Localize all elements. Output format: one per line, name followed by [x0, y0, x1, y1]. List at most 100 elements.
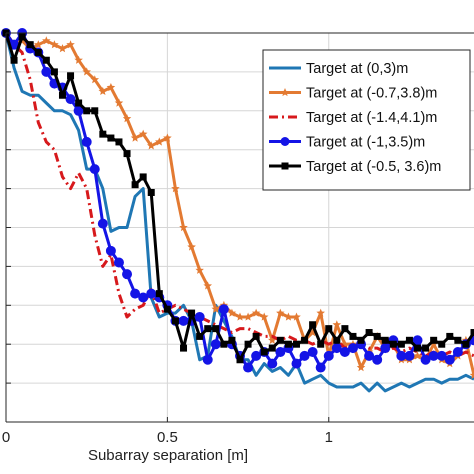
data-point — [316, 308, 325, 317]
data-point — [470, 329, 474, 337]
x-axis-label: Subarray separation [m] — [88, 447, 248, 464]
data-point — [275, 346, 286, 357]
data-point — [67, 72, 75, 80]
data-point — [196, 332, 204, 340]
data-point — [276, 336, 284, 344]
data-point — [212, 325, 220, 333]
data-point — [243, 312, 253, 321]
data-point — [325, 325, 333, 333]
data-point — [227, 308, 237, 317]
data-point — [236, 356, 244, 364]
data-point — [308, 328, 317, 337]
data-point — [130, 288, 141, 299]
data-point — [422, 344, 430, 352]
data-point — [26, 41, 34, 49]
data-point — [139, 173, 147, 181]
x-tick-label: 1 — [325, 429, 333, 446]
legend-entry-1: Target at (0,3)m — [269, 61, 408, 77]
data-point — [123, 150, 131, 158]
data-point — [155, 290, 163, 298]
data-point — [163, 305, 171, 313]
plot-frame — [5, 32, 474, 423]
data-point — [284, 340, 292, 348]
data-point — [357, 336, 365, 344]
data-point — [243, 362, 254, 373]
data-point — [356, 363, 366, 372]
data-point — [430, 336, 438, 344]
data-point — [381, 336, 389, 344]
legend-label: Target at (-0.7,3.8)m — [306, 86, 437, 102]
data-point — [469, 370, 474, 379]
data-point — [251, 308, 261, 317]
data-point — [301, 336, 309, 344]
data-point — [180, 344, 188, 352]
data-point — [252, 332, 260, 340]
data-point — [333, 336, 341, 344]
data-point — [220, 340, 228, 348]
data-point — [113, 257, 124, 268]
data-point — [276, 308, 285, 317]
data-point — [105, 245, 116, 256]
data-point — [58, 91, 66, 99]
data-point — [122, 114, 132, 123]
data-point — [10, 56, 18, 64]
x-tick-label: 0 — [2, 429, 10, 446]
data-point — [341, 325, 349, 333]
data-point — [364, 350, 375, 361]
data-point — [82, 67, 91, 76]
data-point — [74, 55, 83, 64]
data-point — [42, 56, 50, 64]
data-point — [163, 133, 172, 142]
data-point — [339, 346, 350, 357]
data-point — [210, 339, 221, 350]
data-point — [405, 336, 413, 344]
data-point — [309, 321, 317, 329]
data-point — [307, 346, 318, 357]
data-point — [147, 188, 155, 196]
data-point — [218, 304, 229, 315]
data-point — [251, 350, 262, 361]
legend-entry-5: Target at (-0.5, 3.6)m — [269, 159, 441, 175]
data-point — [438, 340, 446, 348]
data-point — [380, 343, 391, 354]
data-point — [131, 181, 139, 189]
data-point — [18, 33, 26, 41]
data-point — [130, 133, 140, 142]
data-point — [204, 325, 212, 333]
data-point — [420, 354, 431, 365]
data-point — [259, 312, 269, 321]
data-point — [332, 320, 342, 329]
data-point — [98, 86, 108, 95]
data-point — [107, 134, 115, 142]
data-point — [97, 218, 108, 229]
data-point — [446, 332, 454, 340]
legend-label: Target at (-1.4,4.1)m — [306, 110, 437, 126]
data-point — [58, 44, 67, 53]
legend-label: Target at (-0.5, 3.6)m — [306, 159, 441, 175]
data-point — [347, 343, 358, 354]
data-point — [291, 358, 302, 369]
data-point — [114, 98, 124, 107]
series-3 — [4, 32, 474, 358]
legend-entry-4: Target at (-1,3.5)m — [269, 135, 425, 151]
data-point — [372, 354, 383, 365]
data-point — [194, 311, 205, 322]
series-lines — [1, 28, 474, 393]
data-point — [146, 288, 157, 299]
data-point — [365, 329, 373, 337]
legend-swatch-marker — [280, 137, 290, 146]
data-point — [42, 36, 51, 45]
legend-swatch-marker — [281, 162, 289, 170]
data-point — [155, 137, 164, 146]
data-point — [187, 242, 196, 251]
series-line — [4, 32, 474, 358]
data-point — [171, 317, 179, 325]
data-point — [50, 40, 59, 49]
data-point — [228, 336, 236, 344]
data-point — [171, 184, 180, 193]
data-point — [260, 348, 268, 356]
x-tick-label: 0.5 — [157, 429, 178, 446]
data-point — [340, 339, 350, 348]
data-point — [317, 340, 325, 348]
legend-entry-2: Target at (-0.7,3.8)m — [269, 86, 437, 102]
